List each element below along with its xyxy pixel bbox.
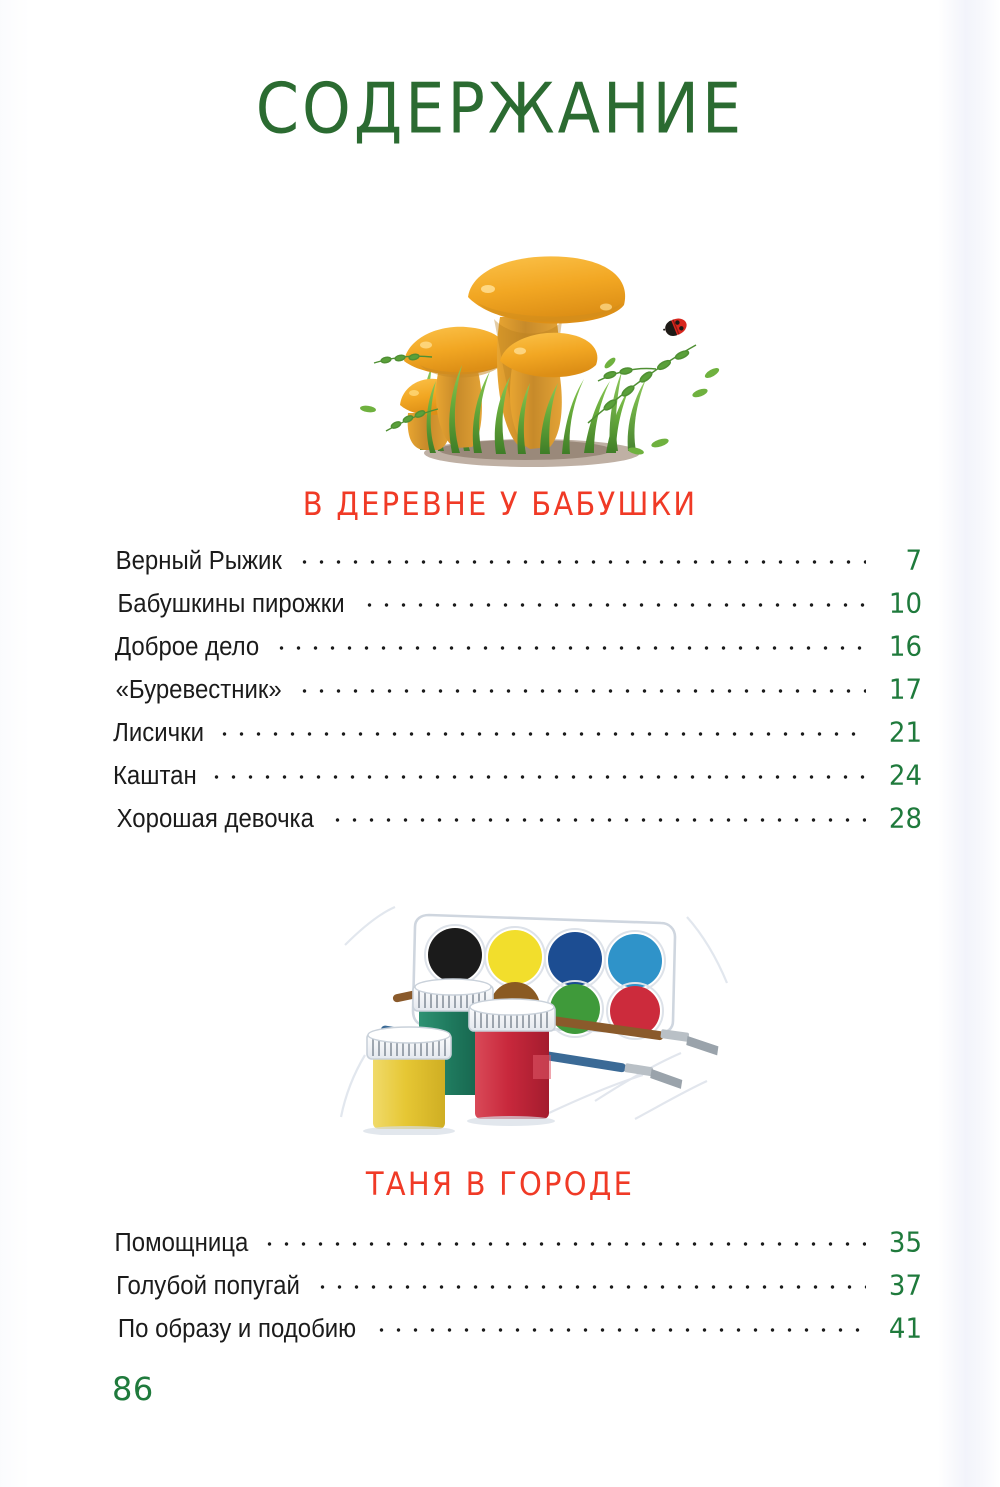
palette-well-light-blue [608, 934, 662, 988]
palette-well-red [610, 986, 660, 1036]
toc-leader-dots [261, 1235, 866, 1251]
toc-entry-page: 21 [888, 717, 922, 749]
paint-set-illustration [339, 905, 729, 1135]
brown-handle-brush [530, 1013, 719, 1056]
toc-entry[interactable]: Доброе дело 16 [110, 631, 922, 675]
floating-leaves [360, 357, 720, 455]
toc-entry-page: 7 [905, 545, 922, 577]
toc-leader-dots [360, 596, 866, 612]
toc-leader-dots [215, 725, 866, 741]
fern-sprig-left [373, 353, 439, 432]
toc-entry[interactable]: Голубой попугай 37 [110, 1270, 922, 1314]
toc-entry-page: 10 [888, 588, 922, 620]
toc-entry[interactable]: Хорошая девочка 28 [110, 803, 922, 847]
toc-entry-title: Хорошая девочка [116, 805, 314, 833]
toc-entry-title: Доброе дело [114, 633, 260, 661]
toc-leader-dots [314, 1278, 866, 1294]
grass-front [426, 365, 630, 454]
palette-well-yellow [488, 930, 542, 984]
chanterelle-mushrooms-illustration [360, 256, 720, 467]
palette-well-dark-blue [548, 932, 602, 986]
toc-entry-title: Голубой попугай [116, 1272, 300, 1300]
yellow-gouache-jar [366, 1026, 452, 1129]
page-right-edge-shading [938, 0, 1000, 1487]
toc-entry[interactable]: Верный Рыжик 7 [110, 545, 922, 589]
toc-entry-title: По образу и подобию [117, 1315, 357, 1343]
toc-entry[interactable]: «Буревестник» 17 [110, 674, 922, 718]
toc-entry[interactable]: По образу и подобию 41 [110, 1313, 922, 1357]
page-title: СОДЕРЖАНИЕ [255, 67, 745, 150]
toc-leader-dots [372, 1321, 867, 1337]
palette-well-black [428, 928, 482, 982]
toc-entry-page: 37 [888, 1270, 922, 1302]
red-gouache-jar [468, 998, 556, 1119]
toc-list-section-1: Верный Рыжик 7 Бабушкины пирожки 10 Добр… [110, 545, 922, 847]
toc-leader-dots [295, 553, 866, 569]
mushroom-mid-left [404, 326, 509, 448]
toc-entry-page: 17 [888, 674, 922, 706]
toc-entry[interactable]: Лисички 21 [110, 717, 922, 761]
toc-entry-page: 41 [888, 1313, 922, 1345]
toc-leader-dots [295, 682, 866, 698]
section-heading-tanya-v-gorode: ТАНЯ В ГОРОДЕ [365, 1165, 635, 1203]
toc-entry-title: Верный Рыжик [115, 547, 282, 575]
toc-entry[interactable]: Каштан 24 [110, 760, 922, 804]
toc-entry-title: «Буревестник» [115, 676, 282, 704]
toc-entry-page: 28 [888, 803, 922, 835]
toc-leader-dots [328, 811, 866, 827]
toc-entry-page: 16 [888, 631, 922, 663]
section-heading-v-derevne-u-babushki: В ДЕРЕВНЕ У БАБУШКИ [302, 485, 698, 523]
toc-entry-title: Бабушкины пирожки [117, 590, 345, 618]
fern-sprig-right [587, 344, 697, 424]
object-shadows [363, 1116, 555, 1135]
toc-leader-dots [272, 639, 866, 655]
toc-leader-dots [208, 768, 866, 784]
page-left-edge-shading [0, 0, 30, 1487]
toc-entry-page: 35 [888, 1227, 922, 1259]
toc-entry-title: Помощница [114, 1229, 249, 1257]
ladybug-icon [663, 318, 687, 336]
toc-entry-title: Лисички [113, 719, 205, 747]
toc-entry-page: 24 [888, 760, 922, 792]
toc-entry[interactable]: Помощница 35 [110, 1227, 922, 1271]
toc-list-section-2: Помощница 35 Голубой попугай 37 По образ… [110, 1227, 922, 1357]
toc-entry[interactable]: Бабушкины пирожки 10 [110, 588, 922, 632]
page-folio-number: 86 [112, 1370, 154, 1408]
background-strokes [339, 905, 729, 1120]
toc-entry-title: Каштан [112, 762, 197, 790]
